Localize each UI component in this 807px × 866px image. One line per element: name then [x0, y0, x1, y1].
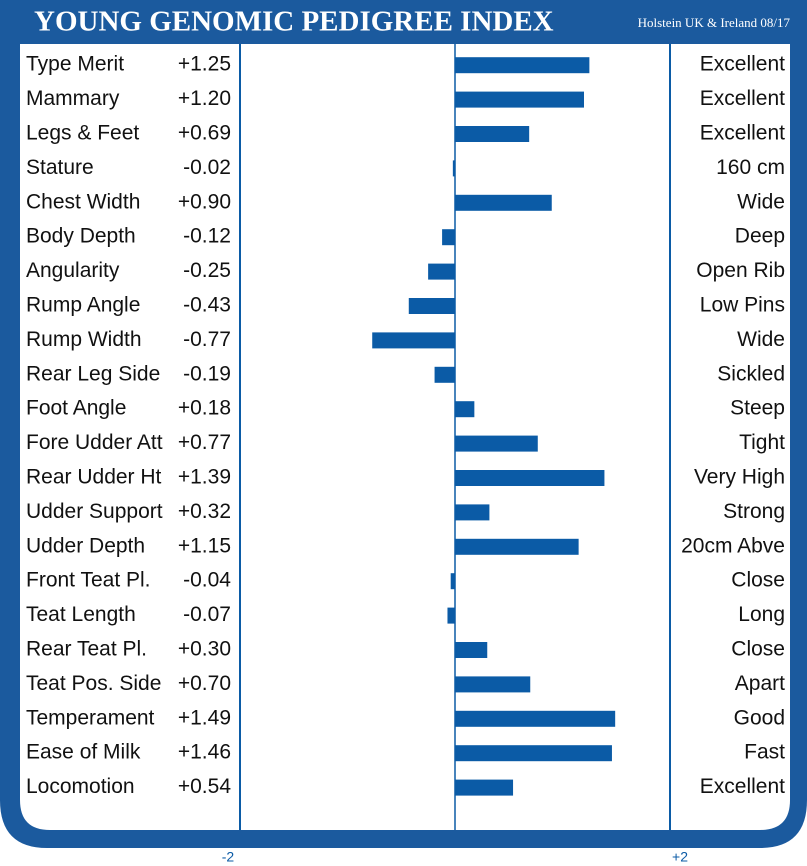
- category-label: Chest Width: [26, 190, 140, 213]
- bar: [455, 470, 605, 486]
- bar: [455, 194, 552, 211]
- descriptor-label: Wide: [737, 328, 785, 351]
- descriptor-label: Tight: [739, 431, 785, 454]
- value-label: +0.54: [178, 775, 231, 798]
- descriptor-label: Good: [734, 706, 785, 729]
- bar: [455, 745, 612, 762]
- bar: [455, 126, 530, 142]
- category-label: Ease of Milk: [26, 741, 141, 764]
- value-label: +0.90: [178, 190, 231, 213]
- value-label: +1.15: [178, 534, 231, 557]
- panel: [20, 44, 790, 830]
- category-label: Temperament: [26, 706, 155, 729]
- bar: [455, 401, 475, 418]
- descriptor-label: Excellent: [700, 53, 785, 76]
- category-label: Teat Length: [26, 603, 136, 626]
- bar: [455, 57, 590, 74]
- bar: [455, 642, 488, 658]
- descriptor-label: Excellent: [700, 87, 785, 110]
- descriptor-label: 160 cm: [716, 156, 785, 179]
- value-label: +0.32: [178, 500, 231, 523]
- descriptor-label: Very High: [694, 466, 785, 489]
- value-label: +0.70: [178, 672, 231, 695]
- descriptor-label: Steep: [730, 397, 785, 420]
- category-label: Body Depth: [26, 225, 136, 248]
- value-label: +1.49: [178, 706, 231, 729]
- value-label: -0.12: [183, 225, 231, 248]
- bar: [455, 91, 584, 108]
- bar: [428, 263, 455, 280]
- descriptor-label: Apart: [735, 672, 785, 695]
- value-label: -0.77: [183, 328, 231, 351]
- bar: [450, 573, 455, 590]
- category-label: Teat Pos. Side: [26, 672, 161, 695]
- value-label: -0.04: [183, 569, 231, 592]
- category-label: Rump Angle: [26, 294, 140, 317]
- bar: [455, 676, 531, 693]
- value-label: -0.07: [183, 603, 231, 626]
- bar: [455, 504, 490, 521]
- category-label: Foot Angle: [26, 397, 126, 420]
- chart-title: YOUNG GENOMIC PEDIGREE INDEX: [34, 6, 554, 38]
- descriptor-label: Wide: [737, 190, 785, 213]
- descriptor-label: Fast: [744, 741, 785, 764]
- category-label: Type Merit: [26, 53, 124, 76]
- bar: [372, 332, 455, 349]
- category-label: Locomotion: [26, 775, 135, 798]
- bar: [455, 779, 514, 796]
- category-label: Udder Support: [26, 500, 163, 523]
- descriptor-label: 20cm Abve: [681, 534, 785, 557]
- descriptor-label: Excellent: [700, 122, 785, 145]
- bar: [455, 435, 538, 452]
- value-label: -0.43: [183, 294, 231, 317]
- category-label: Rear Teat Pl.: [26, 638, 147, 661]
- category-label: Front Teat Pl.: [26, 569, 151, 592]
- descriptor-label: Strong: [723, 500, 785, 523]
- value-label: +1.20: [178, 87, 231, 110]
- descriptor-label: Deep: [735, 225, 785, 248]
- value-label: +1.25: [178, 53, 231, 76]
- x-tick-label: +2: [672, 849, 688, 865]
- category-label: Angularity: [26, 259, 120, 282]
- bar: [442, 229, 455, 246]
- category-label: Legs & Feet: [26, 122, 139, 145]
- descriptor-label: Excellent: [700, 775, 785, 798]
- value-label: +0.18: [178, 397, 231, 420]
- bar: [455, 538, 579, 555]
- bar: [434, 366, 455, 383]
- category-label: Rear Leg Side: [26, 362, 160, 385]
- category-label: Rump Width: [26, 328, 142, 351]
- value-label: +0.77: [178, 431, 231, 454]
- descriptor-label: Long: [738, 603, 785, 626]
- descriptor-label: Sickled: [717, 362, 785, 385]
- descriptor-label: Close: [731, 569, 785, 592]
- value-label: -0.25: [183, 259, 231, 282]
- category-label: Rear Udder Ht: [26, 466, 162, 489]
- x-tick-label: -2: [222, 849, 235, 865]
- descriptor-label: Close: [731, 638, 785, 661]
- category-label: Mammary: [26, 87, 120, 110]
- category-label: Udder Depth: [26, 534, 145, 557]
- bar: [447, 607, 455, 624]
- value-label: +1.46: [178, 741, 231, 764]
- value-label: +1.39: [178, 466, 231, 489]
- value-label: -0.19: [183, 362, 231, 385]
- value-label: -0.02: [183, 156, 231, 179]
- category-label: Stature: [26, 156, 94, 179]
- value-label: +0.30: [178, 638, 231, 661]
- value-label: +0.69: [178, 122, 231, 145]
- category-label: Fore Udder Att: [26, 431, 163, 454]
- bar: [455, 710, 616, 727]
- descriptor-label: Low Pins: [700, 294, 785, 317]
- bar: [452, 160, 455, 177]
- chart-subtitle: Holstein UK & Ireland 08/17: [638, 15, 791, 30]
- descriptor-label: Open Rib: [696, 259, 785, 282]
- bar: [408, 298, 455, 314]
